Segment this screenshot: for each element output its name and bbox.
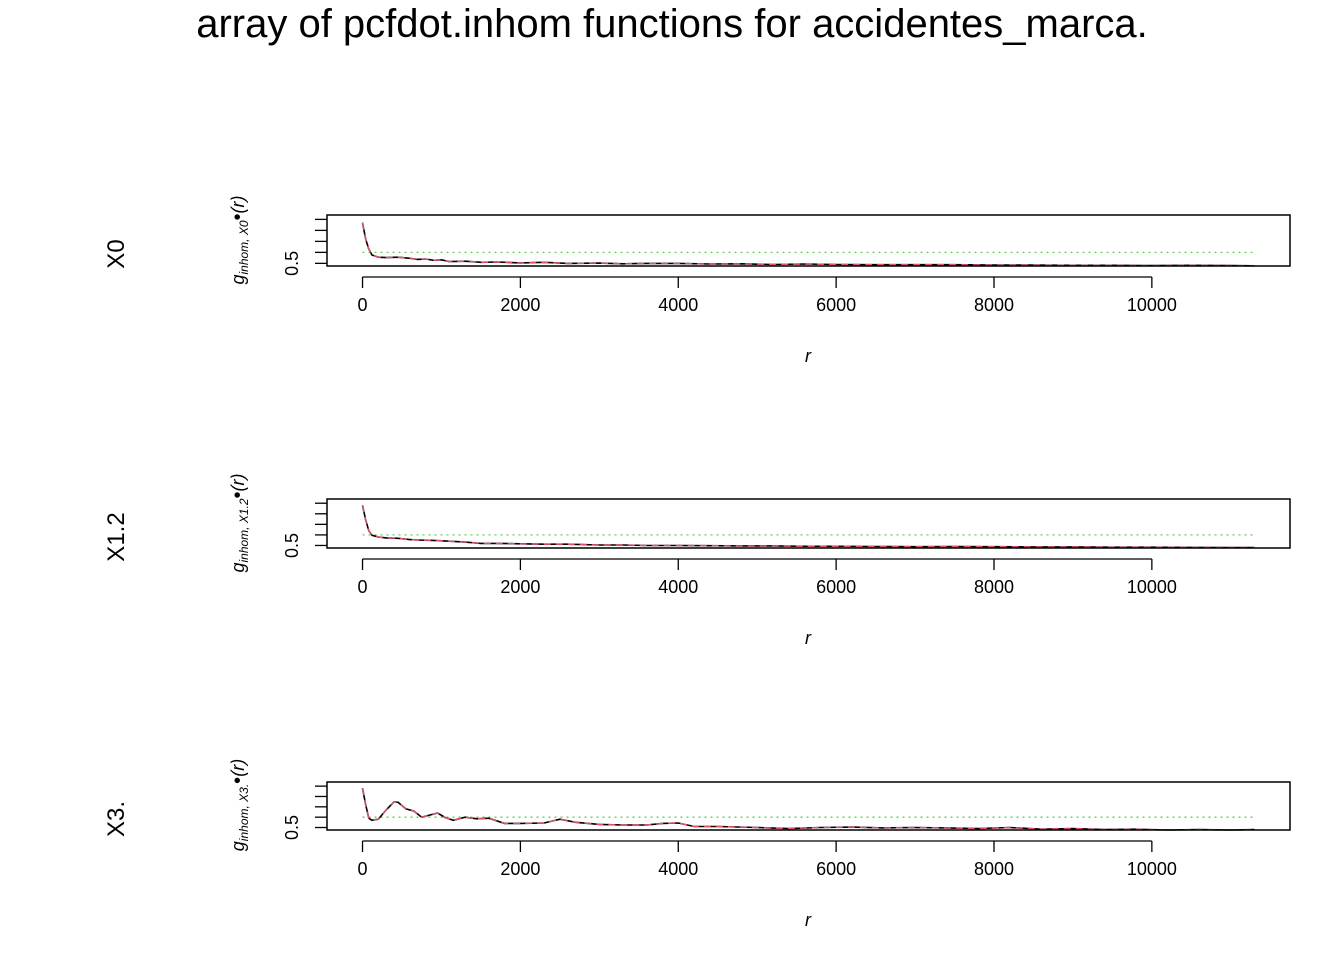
row-label: X0 xyxy=(103,239,130,268)
x-tick-label: 6000 xyxy=(816,295,856,315)
x-tick-label: 8000 xyxy=(974,577,1014,597)
y-axis-label: ginhom, X1.2•(r) xyxy=(227,473,251,572)
x-tick-label: 8000 xyxy=(974,295,1014,315)
y-axis-label-sub: inhom, X0 xyxy=(237,220,251,274)
y-axis-label-dot: • xyxy=(227,213,249,220)
x-tick-label: 10000 xyxy=(1127,577,1177,597)
panel-2: X1.2 ginhom, X1.2•(r) 0.5 0 2000 4000 6000 8000… xyxy=(103,473,1291,648)
x-tick-label: 2000 xyxy=(500,295,540,315)
y-tick-label: 0.5 xyxy=(282,251,302,276)
x-tick-label: 6000 xyxy=(816,577,856,597)
page-title: array of pcfdot.inhom functions for acci… xyxy=(196,2,1148,46)
series-obs-line xyxy=(361,505,1255,549)
series-iso-line xyxy=(361,505,1255,549)
y-tick-label: 0.5 xyxy=(282,533,302,558)
y-axis-label-dot: • xyxy=(227,491,249,498)
x-tick-label: 0 xyxy=(358,577,368,597)
series-obs-line xyxy=(361,788,1255,831)
x-tick-label: 6000 xyxy=(816,859,856,879)
y-tick-label: 0.5 xyxy=(282,815,302,840)
x-tick-label: 10000 xyxy=(1127,859,1177,879)
row-label: X1.2 xyxy=(103,512,130,561)
x-tick-label: 10000 xyxy=(1127,295,1177,315)
y-axis-label-sub: inhom, X1.2 xyxy=(237,498,251,562)
plot-box xyxy=(326,781,1291,831)
panel-1: X0 ginhom, X0•(r) 0.5 0 2000 4000 6000 8000 1000… xyxy=(103,195,1291,366)
series-iso-line xyxy=(361,222,1255,267)
series-iso-line xyxy=(361,788,1255,831)
x-tick-label: 2000 xyxy=(500,577,540,597)
series-obs-line xyxy=(361,222,1255,267)
x-axis-title: r xyxy=(805,910,812,930)
x-tick-label: 2000 xyxy=(500,859,540,879)
x-tick-label: 4000 xyxy=(658,577,698,597)
y-axis-label-main: g xyxy=(228,563,248,573)
x-axis-title: r xyxy=(805,346,812,366)
x-tick-label: 4000 xyxy=(658,295,698,315)
row-label: X3. xyxy=(103,801,130,837)
x-tick-label: 0 xyxy=(358,295,368,315)
y-axis-label-sub: inhom, X3. xyxy=(237,784,251,841)
y-axis-label-tail: (r) xyxy=(228,759,248,777)
x-axis-title: r xyxy=(805,628,812,648)
y-axis-label: ginhom, X0•(r) xyxy=(227,195,251,284)
panel-3: X3. ginhom, X3.•(r) 0.5 0 2000 4000 6000 8000 10… xyxy=(103,759,1291,930)
y-axis-label-main: g xyxy=(228,841,248,851)
y-axis-label-main: g xyxy=(228,275,248,285)
y-axis-label: ginhom, X3.•(r) xyxy=(227,759,251,851)
plot-box xyxy=(326,498,1291,549)
x-tick-label: 0 xyxy=(358,859,368,879)
x-tick-label: 4000 xyxy=(658,859,698,879)
plot-box xyxy=(326,214,1291,267)
y-axis-label-dot: • xyxy=(227,777,249,784)
y-axis-label-tail: (r) xyxy=(228,473,248,491)
y-axis-label-tail: (r) xyxy=(228,195,248,213)
x-tick-label: 8000 xyxy=(974,859,1014,879)
